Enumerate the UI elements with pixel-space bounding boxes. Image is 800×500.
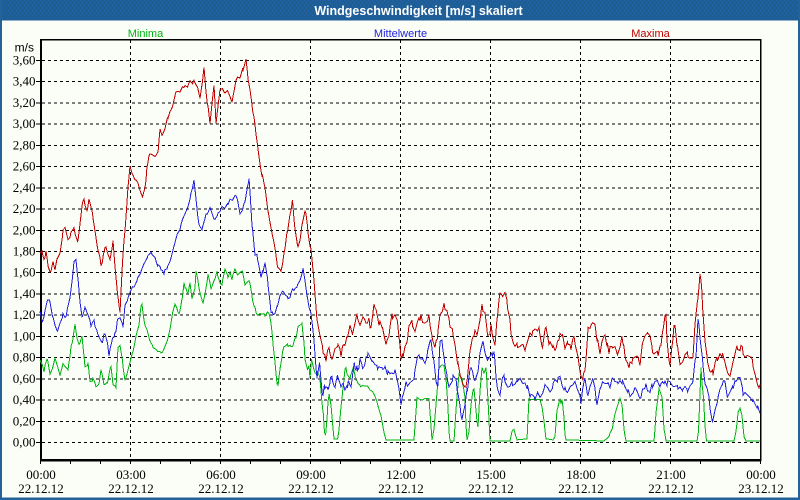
- svg-text:1,40: 1,40: [13, 286, 36, 301]
- svg-text:0,20: 0,20: [13, 413, 36, 428]
- svg-text:1,00: 1,00: [13, 328, 36, 343]
- svg-text:1,60: 1,60: [13, 265, 36, 280]
- svg-text:18:00: 18:00: [566, 467, 596, 482]
- svg-text:22.12.12: 22.12.12: [648, 481, 694, 496]
- svg-text:m/s: m/s: [15, 41, 34, 55]
- svg-text:3,00: 3,00: [13, 116, 36, 131]
- svg-text:15:00: 15:00: [476, 467, 506, 482]
- svg-text:3,40: 3,40: [13, 74, 36, 89]
- svg-text:22.12.12: 22.12.12: [378, 481, 424, 496]
- svg-text:22.12.12: 22.12.12: [108, 481, 154, 496]
- svg-text:22.12.12: 22.12.12: [558, 481, 604, 496]
- svg-text:0,00: 0,00: [13, 435, 36, 450]
- svg-text:22.12.12: 22.12.12: [198, 481, 244, 496]
- svg-text:Maxima: Maxima: [631, 28, 670, 40]
- svg-text:00:00: 00:00: [26, 467, 56, 482]
- svg-text:Mittelwerte: Mittelwerte: [374, 28, 427, 40]
- svg-text:3,60: 3,60: [13, 53, 36, 68]
- svg-text:06:00: 06:00: [206, 467, 236, 482]
- svg-text:03:00: 03:00: [116, 467, 146, 482]
- svg-text:1,80: 1,80: [13, 244, 36, 259]
- svg-text:0,60: 0,60: [13, 371, 36, 386]
- svg-text:12:00: 12:00: [386, 467, 416, 482]
- svg-text:Minima: Minima: [128, 28, 164, 40]
- svg-text:0,40: 0,40: [13, 392, 36, 407]
- svg-text:2,60: 2,60: [13, 159, 36, 174]
- svg-text:0,80: 0,80: [13, 350, 36, 365]
- svg-text:22.12.12: 22.12.12: [468, 481, 514, 496]
- svg-text:1,20: 1,20: [13, 307, 36, 322]
- svg-text:2,00: 2,00: [13, 222, 36, 237]
- svg-text:22.12.12: 22.12.12: [18, 481, 64, 496]
- svg-text:23.12.12: 23.12.12: [738, 481, 784, 496]
- svg-text:2,80: 2,80: [13, 137, 36, 152]
- svg-text:3,20: 3,20: [13, 95, 36, 110]
- svg-text:09:00: 09:00: [296, 467, 326, 482]
- svg-text:00:00: 00:00: [746, 467, 776, 482]
- svg-text:Windgeschwindigkeit [m/s] skal: Windgeschwindigkeit [m/s] skaliert: [314, 4, 523, 18]
- svg-text:21:00: 21:00: [656, 467, 686, 482]
- svg-text:2,20: 2,20: [13, 201, 36, 216]
- svg-text:22.12.12: 22.12.12: [288, 481, 334, 496]
- svg-text:2,40: 2,40: [13, 180, 36, 195]
